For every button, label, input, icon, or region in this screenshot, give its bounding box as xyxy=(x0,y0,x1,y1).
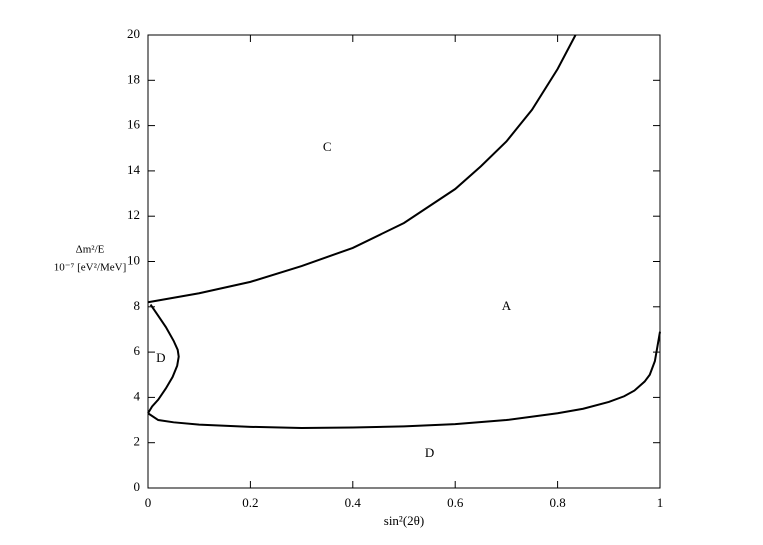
y-tick-label: 4 xyxy=(134,388,141,403)
x-tick-label: 1 xyxy=(657,495,664,510)
y-tick-label: 14 xyxy=(127,162,141,177)
y-tick-label: 6 xyxy=(134,343,141,358)
region-label: A xyxy=(502,298,512,313)
y-tick-label: 0 xyxy=(134,479,141,494)
curve xyxy=(147,303,180,414)
x-tick-label: 0.6 xyxy=(447,495,464,510)
x-tick-label: 0 xyxy=(145,495,152,510)
x-tick-label: 0.4 xyxy=(345,495,362,510)
y-axis-label: 10⁻⁷ [eV²/MeV] xyxy=(54,262,127,274)
region-label: D xyxy=(425,445,434,460)
y-tick-label: 10 xyxy=(127,252,140,267)
y-axis-label: Δm²/E xyxy=(76,244,105,256)
region-label: C xyxy=(323,139,332,154)
y-tick-label: 20 xyxy=(127,26,140,41)
region-label: D xyxy=(156,350,165,365)
y-tick-label: 18 xyxy=(127,71,140,86)
x-tick-label: 0.2 xyxy=(242,495,258,510)
x-tick-label: 0.8 xyxy=(549,495,565,510)
y-tick-label: 8 xyxy=(134,298,141,313)
curve xyxy=(147,34,577,304)
curve xyxy=(147,331,661,429)
plot-frame xyxy=(147,34,661,489)
y-tick-label: 12 xyxy=(127,207,140,222)
x-axis-label: sin²(2θ) xyxy=(384,513,424,528)
y-tick-label: 2 xyxy=(134,434,141,449)
y-tick-label: 16 xyxy=(127,117,141,132)
